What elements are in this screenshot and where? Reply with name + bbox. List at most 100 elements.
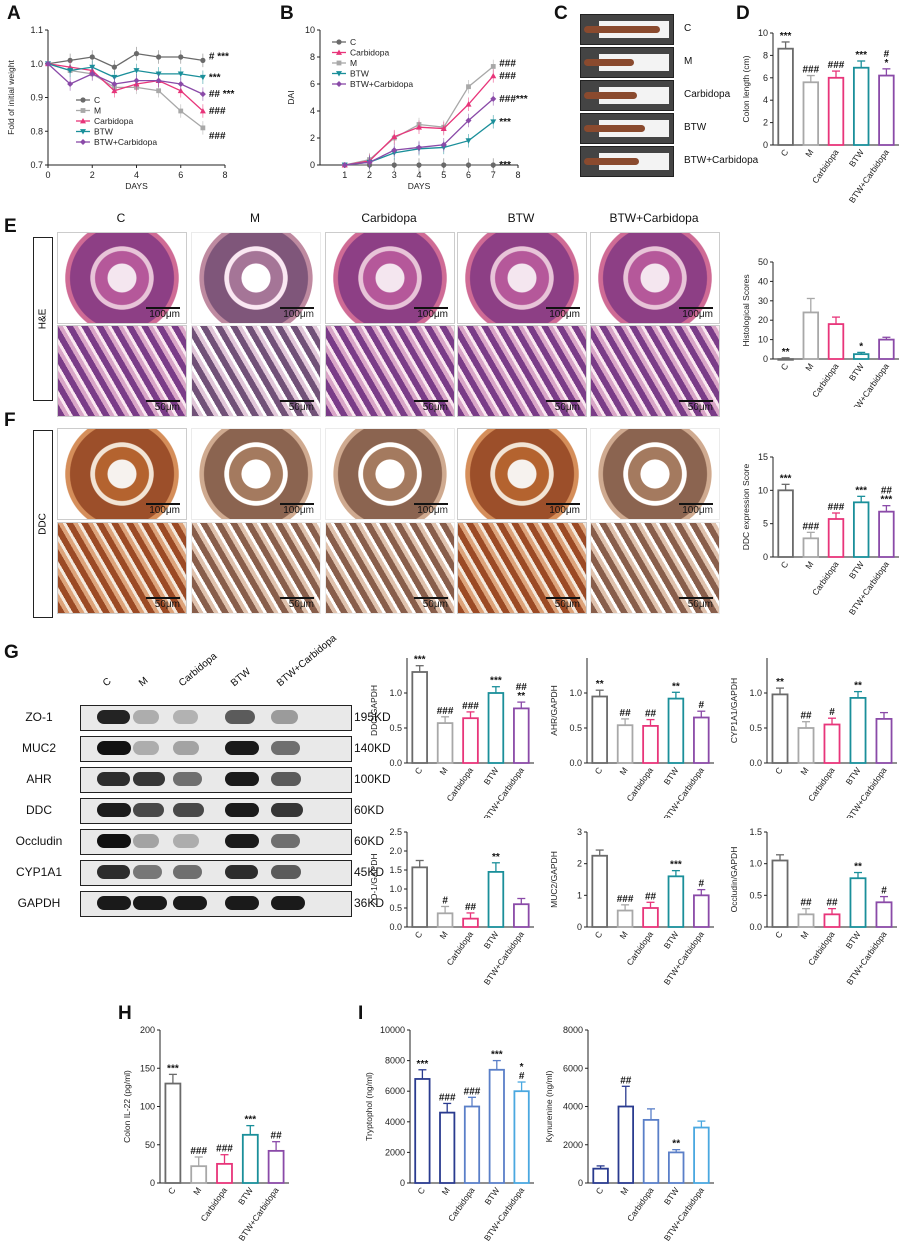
blot-protein-label: CYP1A1 [15,865,63,879]
scale-bar-label: 50μm [154,402,180,413]
bar [436,912,454,928]
y-tick-label: 1 [577,890,582,900]
data-point [465,162,472,168]
bar [241,1133,259,1184]
bar [777,47,794,146]
scale-bar [414,503,448,505]
bar [693,1126,710,1184]
blot-lane-label: M [136,675,151,689]
histology-image: 50μm [590,325,720,417]
ddc-gapdh-bar-chart: 0.00.51.0DDC/GAPDH***C###M###Carbidopa**… [369,655,534,818]
y-tick-label: 10 [758,485,768,495]
panel-label-c: C [554,3,568,24]
legend-label: C [94,95,100,105]
bar [513,903,530,928]
bar [667,1151,685,1184]
colon-photo-label: M [684,56,693,67]
data-point [133,51,140,57]
colon-photo [580,14,674,45]
blot-band [225,896,259,910]
y-axis-label: Tryptophol (ng/ml) [364,1072,374,1141]
blot-row [80,736,352,762]
scale-bar [414,307,448,309]
x-tick-label: 4 [134,170,139,180]
blot-band [133,710,159,724]
significance-marker: ## [800,711,812,722]
y-tick-label: 1.1 [30,25,43,35]
bar [190,1165,208,1184]
legend-label: M [350,58,357,68]
x-tick-label: 3 [392,170,397,180]
histology-image: 50μm [325,325,455,417]
scale-bar-label: 50μm [687,402,713,413]
significance-marker: *** [670,860,682,871]
category-label: C [413,765,425,776]
blot-lane-label: C [100,675,114,689]
histology-col-btw: BTW [507,211,535,225]
scale-bar [546,307,580,309]
blot-band [133,803,164,817]
significance-marker: ** [776,677,784,688]
data-point [466,84,471,90]
significance-marker: ** [854,681,862,692]
ddc-row-label: DDC [33,430,53,618]
y-tick-label: 0.5 [389,903,402,913]
bar [667,697,685,764]
panel-label-e: E [4,216,17,237]
significance-marker: ** [672,1139,680,1150]
data-point [366,159,373,166]
blot-band [173,865,202,879]
data-point [490,64,496,69]
y-axis-label: CYP1A1/GAPDH [729,678,739,743]
y-tick-label: 0 [578,1178,583,1188]
significance-marker: *** [209,72,221,83]
x-tick-label: 5 [441,170,446,180]
bar [771,859,789,928]
y-tick-label: 10 [758,335,768,345]
bar [411,671,428,764]
blot-band [271,896,305,910]
bar [777,489,794,558]
x-axis-label: DAYS [125,181,148,191]
bar [777,358,794,361]
scale-bar-label: 50μm [687,599,713,610]
blot-band [97,865,130,879]
bar [827,518,845,558]
legend-label: C [350,37,356,47]
zo1-gapdh-bar-chart: 0.00.51.01.52.02.5ZO-1/GAPDHC#M##Carbido… [369,827,534,987]
data-point [465,138,472,144]
x-tick-label: 6 [178,170,183,180]
significance-marker: # *** [209,51,229,62]
legend-label: BTW+Carbidopa [350,79,413,89]
y-tick-label: 0 [577,922,582,932]
scale-bar-label: 100μm [417,505,448,516]
histology-image: 100μm [191,428,321,520]
blot-row [80,705,352,731]
scale-bar-label: 50μm [288,599,314,610]
y-axis-label: Fold of initial weight [6,60,16,135]
scale-bar [546,400,580,402]
blot-band [97,803,131,817]
category-label: M [437,765,449,777]
data-point [416,162,422,168]
category-label: BTW [662,1185,681,1206]
data-point [89,70,96,77]
blot-band [173,834,199,848]
blot-band [97,710,130,724]
significance-marker: *** [417,1059,429,1070]
histology-col-m: M [250,211,260,225]
significance-marker: # [881,886,887,897]
blot-kd-label: 45KD [354,865,385,879]
y-tick-label: 4 [310,106,315,116]
bar [875,718,893,764]
histology-image: 50μm [57,522,187,614]
blot-kd-label: 60KD [354,834,385,848]
bar [617,1105,635,1184]
histology-image: 50μm [590,522,720,614]
y-tick-label: 8000 [385,1056,405,1066]
significance-marker: ### [437,706,454,717]
scale-bar-label: 50μm [554,402,580,413]
bar [667,875,685,928]
